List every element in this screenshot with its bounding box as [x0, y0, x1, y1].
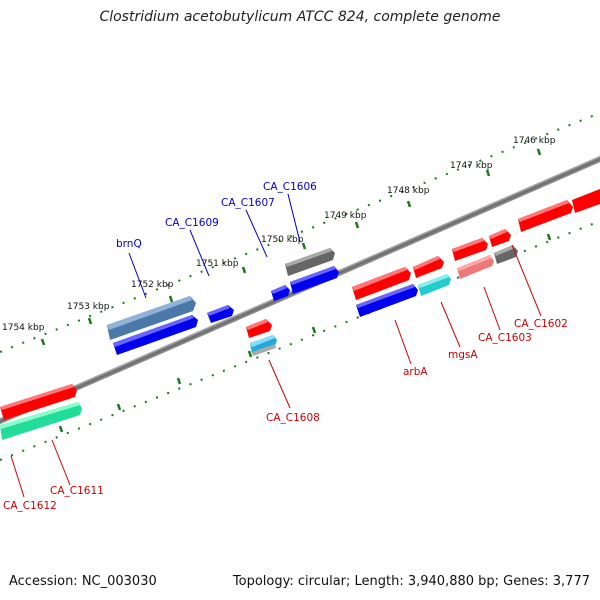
- gene-arrow-right-red-2[interactable]: [572, 189, 600, 213]
- ruler-ticks-forward: [0, 112, 600, 353]
- genome-title: Clostridium acetobutylicum ATCC 824, com…: [99, 9, 501, 25]
- ruler-label-1751: 1751 kbp: [196, 259, 239, 269]
- gene-label-CA_C1603[interactable]: CA_C1603: [478, 332, 532, 344]
- gene-arrow-mgsA-red[interactable]: [413, 256, 444, 278]
- gene-arrow-arbA[interactable]: [352, 267, 411, 300]
- gene-label-arbA[interactable]: arbA: [403, 366, 428, 378]
- gene-label-CA_C1608[interactable]: CA_C1608: [266, 412, 320, 424]
- gene-arrow-CA_C1606-blue[interactable]: [290, 266, 339, 294]
- gene-arrow-CA_C1608[interactable]: [250, 335, 277, 356]
- gene-label-CA_C1602[interactable]: CA_C1602: [514, 318, 568, 330]
- gene-arrow-CA_C1609[interactable]: [207, 305, 234, 323]
- gene-arrow-CA_C1611[interactable]: [0, 384, 77, 420]
- gene-label-CA_C1606[interactable]: CA_C1606: [263, 181, 317, 193]
- gene-arrow-mgsA[interactable]: [418, 274, 451, 296]
- gene-arrow-CA_C1606[interactable]: [285, 248, 335, 276]
- ruler-label-1749: 1749 kbp: [324, 211, 367, 221]
- accession-text: Accession: NC_003030: [9, 574, 157, 589]
- gene-arrow-CA_C1602[interactable]: [494, 245, 518, 264]
- ruler-label-1753: 1753 kbp: [67, 302, 110, 312]
- gene-label-CA_C1612[interactable]: CA_C1612: [3, 500, 57, 512]
- genome-summary-text: Topology: circular; Length: 3,940,880 bp…: [232, 574, 590, 589]
- gene-arrow-CA_C1608-red[interactable]: [246, 319, 272, 338]
- ruler-label-1752: 1752 kbp: [131, 280, 174, 290]
- gene-arrow-CA_C1603[interactable]: [457, 255, 494, 279]
- gene-label-CA_C1611[interactable]: CA_C1611: [50, 485, 104, 497]
- gene-arrow-brnQ-blue[interactable]: [113, 315, 198, 355]
- gene-arrow-CA_C1612[interactable]: [0, 402, 82, 440]
- gene-arrow-CA_C1602-red[interactable]: [489, 229, 511, 247]
- gene-label-mgsA[interactable]: mgsA: [448, 349, 478, 361]
- gene-arrow-brnQ[interactable]: [107, 296, 196, 340]
- ruler-label-1747: 1747 kbp: [450, 161, 493, 171]
- reverse-label-leaders: [10, 244, 542, 498]
- gene-label-brnQ[interactable]: brnQ: [116, 238, 142, 250]
- gene-label-CA_C1607[interactable]: CA_C1607: [221, 197, 275, 209]
- gene-arrow-CA_C1607[interactable]: [271, 285, 290, 301]
- ruler-label-1750: 1750 kbp: [261, 235, 304, 245]
- ruler-label-1754: 1754 kbp: [2, 323, 45, 333]
- ruler-label-1748: 1748 kbp: [387, 186, 430, 196]
- forward-label-leaders: [128, 193, 301, 299]
- gene-label-CA_C1609[interactable]: CA_C1609: [165, 217, 219, 229]
- ruler-label-1746: 1746 kbp: [513, 136, 556, 146]
- gene-arrow-CA_C1603-red[interactable]: [452, 238, 488, 261]
- gene-arrow-right-red-1[interactable]: [518, 200, 573, 232]
- gene-arrow-arbA-blue[interactable]: [356, 284, 418, 317]
